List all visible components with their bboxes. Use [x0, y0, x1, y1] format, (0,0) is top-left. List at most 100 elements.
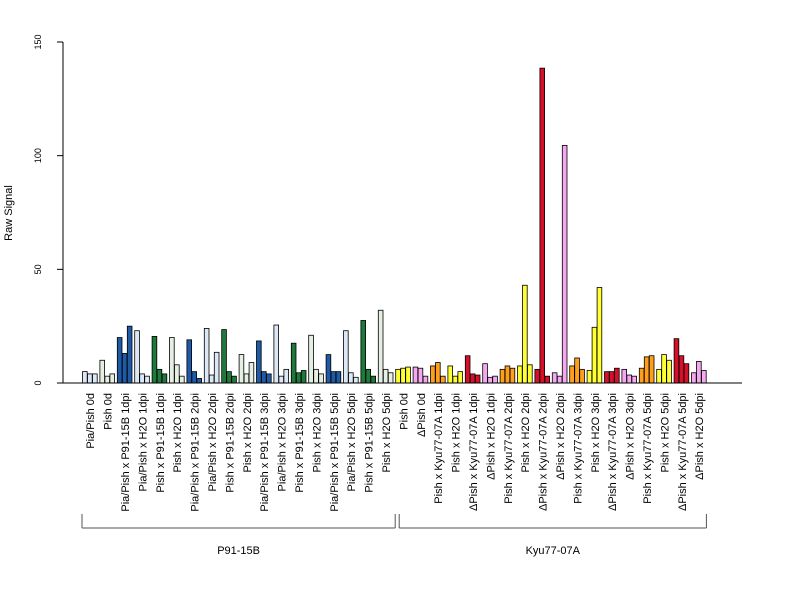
bar	[661, 354, 667, 384]
bar	[121, 353, 128, 384]
bar	[360, 320, 366, 384]
category-label: Pish 0d	[398, 393, 410, 430]
bar	[126, 325, 133, 384]
y-tick-label: 0	[33, 380, 43, 385]
bar	[231, 375, 237, 384]
bar	[604, 371, 610, 384]
bar	[544, 375, 551, 384]
bar	[370, 375, 376, 384]
bar	[534, 368, 541, 384]
bar	[517, 365, 523, 384]
group-label: P91-15B	[217, 545, 260, 557]
category-label: Pia/Pish x H2O 3dpi	[277, 393, 289, 491]
category-label: Pia/Pish x H2O 5dpi	[346, 393, 358, 491]
bar	[318, 373, 324, 384]
bar	[208, 374, 215, 384]
bar	[161, 373, 168, 384]
category-label: Pia/Pish x H2O 1dpi	[137, 393, 149, 491]
bar	[522, 284, 528, 384]
category-label: Pish x P91-15B 5dpi	[364, 393, 376, 493]
bar	[556, 375, 563, 384]
bar	[290, 342, 297, 384]
bar	[596, 287, 603, 384]
category-label: ΔPish x Kyu77-07A 5dpi	[677, 393, 689, 511]
bar	[295, 372, 302, 384]
bar	[561, 145, 568, 384]
bar	[504, 365, 511, 384]
bar	[474, 374, 481, 384]
bar	[300, 370, 307, 384]
bar	[691, 372, 697, 384]
category-label: Pish x Kyu77-07A 5dpi	[642, 393, 654, 504]
bar	[353, 376, 359, 384]
bar	[382, 368, 389, 384]
category-label: Pish x P91-15B 3dpi	[294, 393, 306, 493]
category-label: Pia/Pish 0d	[85, 393, 97, 449]
bar	[648, 355, 655, 384]
category-label: Pish x P91-15B 1dpi	[155, 393, 167, 493]
bar	[609, 371, 615, 384]
y-axis-title: Raw Signal	[3, 185, 15, 241]
category-label: Pish x H2O 1dpi	[451, 393, 463, 472]
category-label: Pia/Pish x P91-15B 5dpi	[329, 393, 341, 512]
bar	[104, 375, 111, 384]
bar	[186, 339, 192, 384]
bar	[482, 363, 488, 384]
bar	[273, 324, 279, 384]
category-labels: Pia/Pish 0d Pish 0d Pia/Pish x P91-15B 1dp…	[85, 393, 706, 512]
bar	[365, 368, 371, 384]
bar	[539, 67, 546, 384]
category-label: Pish x H2O 2dpi	[520, 393, 532, 472]
bar	[226, 371, 232, 384]
bar	[591, 326, 598, 384]
bar	[169, 337, 175, 384]
bar	[283, 368, 289, 384]
bar	[92, 373, 98, 384]
category-label: Pia/Pish x P91-15B 2dpi	[190, 393, 202, 512]
category-label: Pish x H2O 3dpi	[311, 393, 323, 472]
bar	[196, 378, 202, 384]
bar	[509, 367, 516, 384]
bar	[621, 368, 628, 384]
bar	[134, 330, 140, 384]
bar	[238, 354, 245, 384]
bar	[325, 354, 332, 384]
bar	[626, 374, 633, 384]
bar	[191, 371, 197, 384]
bar	[638, 367, 645, 384]
bar	[487, 376, 493, 384]
bar	[464, 355, 471, 384]
bar	[469, 373, 476, 384]
bar	[308, 334, 314, 384]
bar	[221, 329, 227, 384]
bar	[701, 370, 707, 384]
category-label: Pia/Pish x P91-15B 1dpi	[120, 393, 132, 512]
category-label: Pia/Pish x H2O 2dpi	[207, 393, 219, 491]
bar	[151, 335, 158, 384]
bar	[116, 337, 123, 384]
category-label: ΔPish x Kyu77-07A 2dpi	[538, 393, 550, 511]
bars	[82, 67, 707, 384]
bar	[440, 375, 446, 384]
group-brackets: P91-15B Kyu77-07A	[81, 514, 707, 557]
bar	[586, 370, 593, 384]
bar	[313, 368, 319, 384]
bar	[203, 328, 210, 384]
bar	[683, 363, 690, 384]
bar	[666, 359, 672, 384]
bar	[266, 373, 272, 384]
category-label: Pish x P91-15B 2dpi	[224, 393, 236, 493]
y-tick-label: 100	[33, 148, 43, 163]
category-label: ΔPish x Kyu77-07A 1dpi	[468, 393, 480, 511]
y-tick-label: 50	[33, 264, 43, 274]
category-label: ΔPish x H2O 5dpi	[694, 393, 706, 480]
bar	[243, 373, 250, 384]
bar	[631, 375, 638, 384]
bar	[343, 330, 349, 384]
bar	[179, 375, 185, 384]
category-label: ΔPish x H2O 3dpi	[625, 393, 637, 480]
bar	[213, 351, 220, 384]
bar	[422, 375, 429, 384]
bar	[348, 372, 354, 384]
